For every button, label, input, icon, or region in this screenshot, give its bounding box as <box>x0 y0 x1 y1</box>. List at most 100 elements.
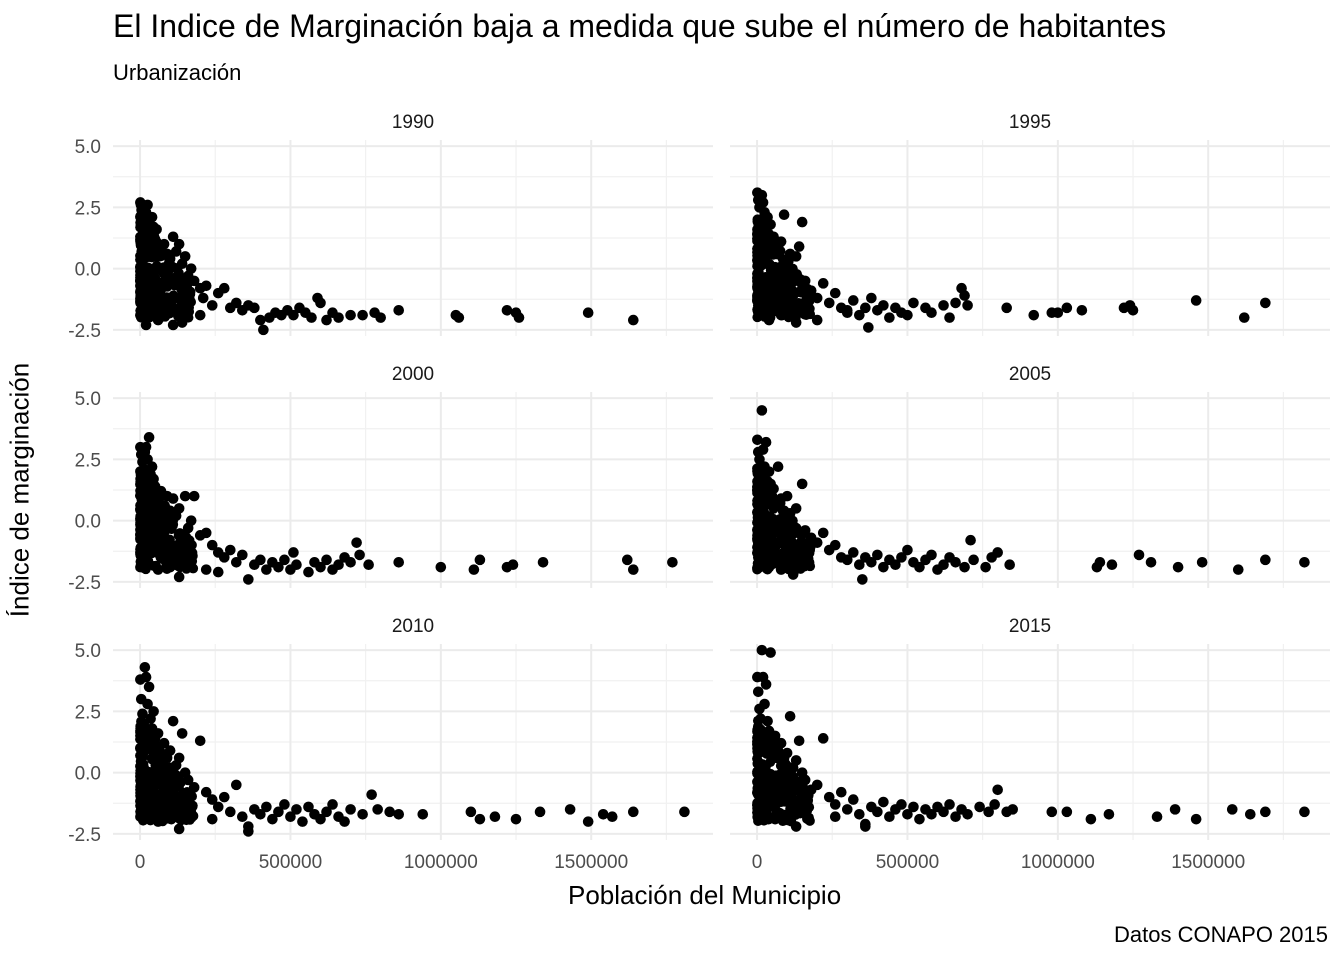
data-point <box>768 483 779 495</box>
data-point <box>243 826 254 837</box>
data-point <box>752 753 763 764</box>
data-point <box>141 304 152 315</box>
data-point <box>185 550 196 561</box>
data-point <box>926 549 937 561</box>
data-point <box>1103 808 1115 820</box>
data-point <box>1238 312 1250 323</box>
x-tick-label: 500000 <box>876 852 939 873</box>
data-point <box>783 551 794 562</box>
data-point <box>787 520 799 531</box>
data-point <box>769 730 781 742</box>
data-point <box>150 788 161 799</box>
data-point <box>172 308 183 319</box>
data-point <box>781 490 793 502</box>
data-point <box>759 698 770 710</box>
data-point <box>796 284 807 295</box>
data-point <box>950 811 961 823</box>
data-point <box>183 302 194 313</box>
data-point <box>188 275 200 287</box>
data-point <box>237 549 248 561</box>
data-point <box>303 566 314 578</box>
data-point <box>333 559 344 571</box>
data-point <box>752 517 763 528</box>
data-point <box>206 794 218 805</box>
data-point <box>200 564 212 575</box>
data-point <box>959 561 970 573</box>
data-point <box>169 272 180 283</box>
data-point <box>762 715 773 727</box>
data-point <box>212 566 224 578</box>
data-point <box>790 317 802 328</box>
data-point <box>863 322 874 333</box>
y-tick-label: 2.5 <box>75 702 101 723</box>
data-point <box>176 284 187 295</box>
data-point <box>155 552 166 563</box>
data-point <box>489 811 501 823</box>
data-point <box>829 287 841 299</box>
facet-label: 1990 <box>392 112 434 133</box>
data-point <box>206 300 218 311</box>
data-point <box>802 307 813 318</box>
data-point <box>896 799 907 810</box>
data-point <box>1299 806 1310 818</box>
data-point <box>345 804 356 815</box>
data-point <box>161 534 172 545</box>
data-point <box>752 803 763 814</box>
data-point <box>756 289 767 300</box>
data-point <box>468 564 480 575</box>
data-point <box>136 752 147 763</box>
data-point <box>564 804 576 815</box>
data-point <box>231 556 242 568</box>
data-point <box>799 774 811 786</box>
data-point <box>797 807 808 818</box>
data-point <box>186 810 197 821</box>
data-point <box>841 304 853 316</box>
data-point <box>989 799 1000 810</box>
x-axis-label: Población del Municipio <box>568 880 842 910</box>
data-point <box>537 556 549 568</box>
data-point <box>1004 559 1015 571</box>
data-point <box>959 290 970 301</box>
data-point <box>772 461 784 473</box>
data-point <box>983 806 994 818</box>
dense-point-cluster <box>135 466 199 575</box>
data-point <box>793 735 805 747</box>
data-point <box>136 232 147 243</box>
data-point <box>417 808 429 820</box>
data-point <box>780 772 791 783</box>
data-point <box>170 790 181 801</box>
data-point <box>1172 561 1184 573</box>
data-point <box>288 547 299 558</box>
data-point <box>908 801 919 813</box>
data-point <box>1260 806 1271 818</box>
x-tick-label: 1500000 <box>554 852 628 873</box>
data-point <box>178 787 189 798</box>
data-point <box>164 561 176 573</box>
data-point <box>766 284 777 295</box>
data-point <box>224 806 236 818</box>
data-point <box>1028 309 1040 321</box>
data-point <box>146 461 158 473</box>
data-point <box>896 552 907 563</box>
data-point <box>752 787 763 798</box>
data-point <box>752 686 764 698</box>
data-point <box>363 559 374 571</box>
data-point <box>1260 297 1271 309</box>
data-point <box>775 564 787 575</box>
data-point <box>841 554 853 566</box>
data-point <box>784 281 795 292</box>
data-point <box>167 715 179 727</box>
data-point <box>765 647 776 658</box>
data-point <box>140 441 152 453</box>
data-point <box>790 251 802 262</box>
data-point <box>775 236 787 247</box>
data-point <box>763 561 775 573</box>
facet-panel-1995: 1995 <box>730 112 1330 336</box>
data-point <box>152 314 164 326</box>
y-tick-label: 5.0 <box>75 137 101 158</box>
data-point <box>768 798 779 809</box>
data-point <box>753 260 764 271</box>
data-point <box>791 559 802 570</box>
data-point <box>790 302 801 313</box>
data-point <box>288 309 299 321</box>
